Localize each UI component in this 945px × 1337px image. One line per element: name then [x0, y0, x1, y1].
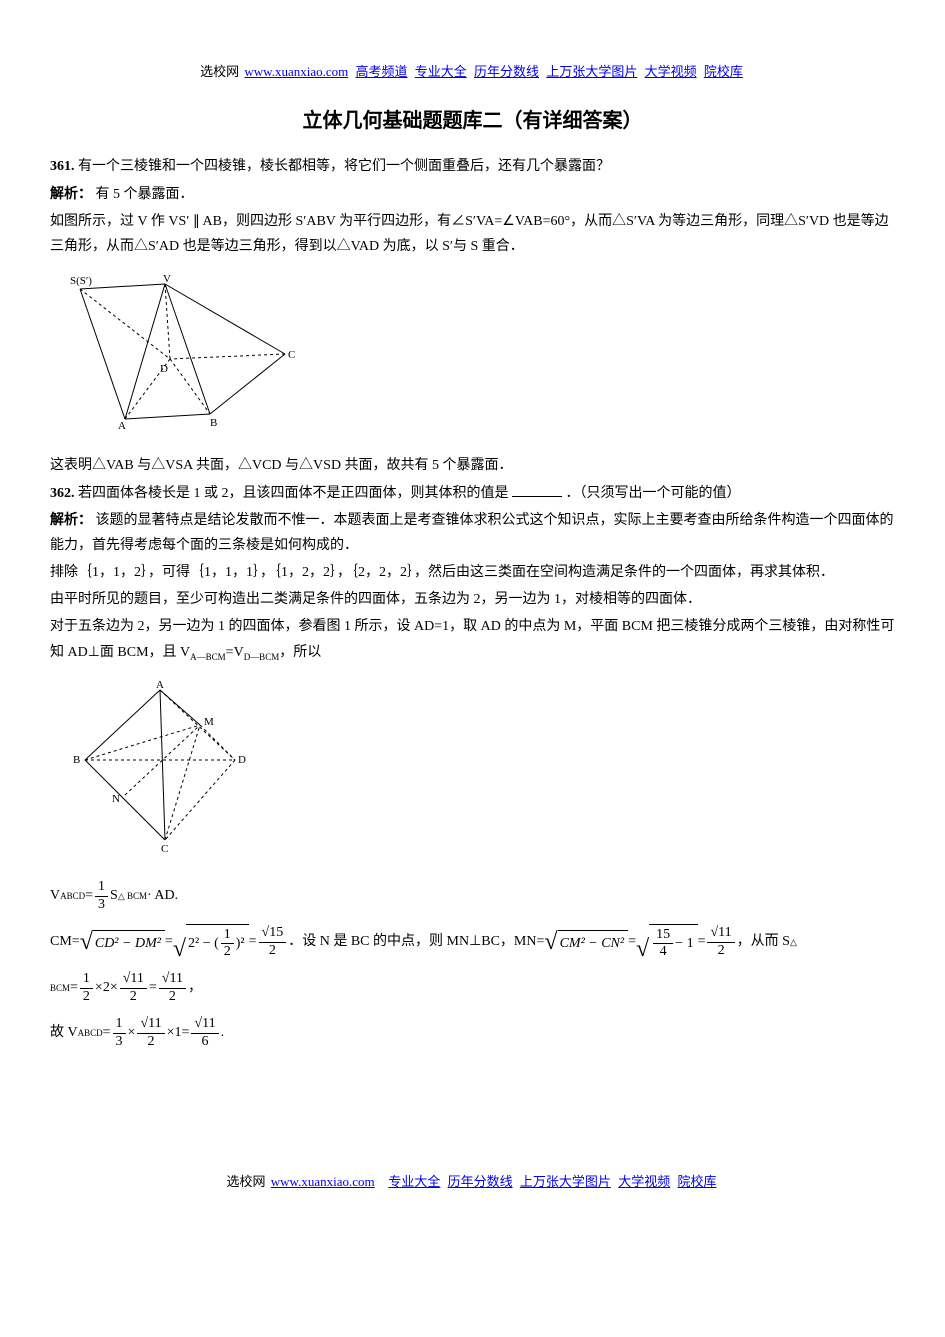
stem-text: 有一个三棱锥和一个四棱锥，棱长都相等，将它们一个侧面重叠后，还有几个暴露面？ — [78, 159, 610, 174]
q362-p2: 排除｛1，1，2｝，可得｛1，1，1｝，｛1，2，2｝，｛2，2，2｝，然后由这… — [50, 560, 895, 585]
analysis-text: 有 5 个暴露面． — [96, 187, 194, 202]
footer-nav: 选校网 www.xuanxiao.com 专业大全 历年分数线 上万张大学图片 … — [50, 1170, 895, 1193]
q362-diagram: A M B D N C — [70, 680, 895, 864]
header-nav: 选校网 www.xuanxiao.com 高考频道 专业大全 历年分数线 上万张… — [50, 60, 895, 83]
diagram-label: S(S′) — [70, 275, 92, 287]
diagram-label: N — [112, 793, 120, 805]
question-number: 362. — [50, 486, 75, 501]
footer-link[interactable]: 历年分数线 — [448, 1174, 513, 1189]
q361-p2: 这表明△VAB 与△VSA 共面，△VCD 与△VSD 共面，故共有 5 个暴露… — [50, 453, 895, 478]
page-title: 立体几何基础题题库二（有详细答案） — [50, 103, 895, 139]
q361-diagram: S(S′) V D C A B — [70, 274, 895, 438]
eq-cm: CM= √CD² − DM² = √ 2² − ( 12 )² = √152 ．… — [50, 924, 895, 962]
diagram-label: D — [160, 363, 168, 375]
diagram-label: B — [73, 754, 80, 766]
fraction: 1 3 — [95, 879, 108, 914]
footer-link[interactable]: 大学视频 — [618, 1174, 670, 1189]
q362-stem: 362. 若四面体各棱长是 1 或 2，且该四面体不是正四面体，则其体积的值是 … — [50, 481, 895, 506]
diagram-label: C — [161, 843, 168, 855]
header-link[interactable]: 高考频道 — [356, 64, 408, 79]
eq-final: 故 VABCD = 13 × √112 ×1= √116 . — [50, 1016, 895, 1051]
diagram-label: V — [163, 274, 171, 285]
header-link[interactable]: www.xuanxiao.com — [244, 64, 348, 79]
header-link[interactable]: 大学视频 — [645, 64, 697, 79]
header-prefix: 选校网 — [200, 64, 239, 79]
analysis-label: 解析： — [50, 513, 92, 528]
diagram-label: D — [238, 754, 246, 766]
footer-link[interactable]: www.xuanxiao.com — [271, 1174, 375, 1189]
q361-stem: 361. 有一个三棱锥和一个四棱锥，棱长都相等，将它们一个侧面重叠后，还有几个暴… — [50, 154, 895, 179]
q362-p3: 由平时所见的题目，至少可构造出二类满足条件的四面体，五条边为 2，另一边为 1，… — [50, 587, 895, 612]
header-link[interactable]: 上万张大学图片 — [546, 64, 637, 79]
footer-link[interactable]: 上万张大学图片 — [520, 1174, 611, 1189]
stem-text: 若四面体各棱长是 1 或 2，且该四面体不是正四面体，则其体积的值是 — [78, 486, 509, 501]
stem-tail: ．（只须写出一个可能的值） — [566, 486, 741, 501]
footer-link[interactable]: 院校库 — [677, 1174, 716, 1189]
q361-analysis: 解析： 有 5 个暴露面． — [50, 182, 895, 207]
header-link[interactable]: 历年分数线 — [474, 64, 539, 79]
footer-prefix: 选校网 — [227, 1174, 266, 1189]
analysis-text: 该题的显著特点是结论发散而不惟一．本题表面上是考查锥体求积公式这个知识点，实际上… — [50, 513, 894, 553]
diagram-label: C — [288, 349, 295, 361]
q362-analysis: 解析： 该题的显著特点是结论发散而不惟一．本题表面上是考查锥体求积公式这个知识点… — [50, 508, 895, 558]
diagram-label: M — [204, 716, 214, 728]
diagram-label: A — [156, 680, 164, 691]
footer-link[interactable]: 专业大全 — [388, 1174, 440, 1189]
eq-sbcm: BCM = 12 ×2× √112 = √112 ， — [50, 971, 895, 1006]
eq-vabcd: VABCD = 1 3 S△ BCM · AD. — [50, 879, 895, 914]
diagram-label: A — [118, 420, 126, 429]
diagram-label: B — [210, 417, 217, 429]
header-link[interactable]: 专业大全 — [415, 64, 467, 79]
q361-p1: 如图所示，过 V 作 VS′ ∥ AB，则四边形 S′ABV 为平行四边形，有∠… — [50, 209, 895, 259]
q362-p4: 对于五条边为 2，另一边为 1 的四面体，参看图 1 所示，设 AD=1，取 A… — [50, 614, 895, 664]
header-link[interactable]: 院校库 — [704, 64, 743, 79]
analysis-label: 解析： — [50, 187, 92, 202]
question-number: 361. — [50, 159, 75, 174]
fill-blank — [512, 482, 562, 497]
